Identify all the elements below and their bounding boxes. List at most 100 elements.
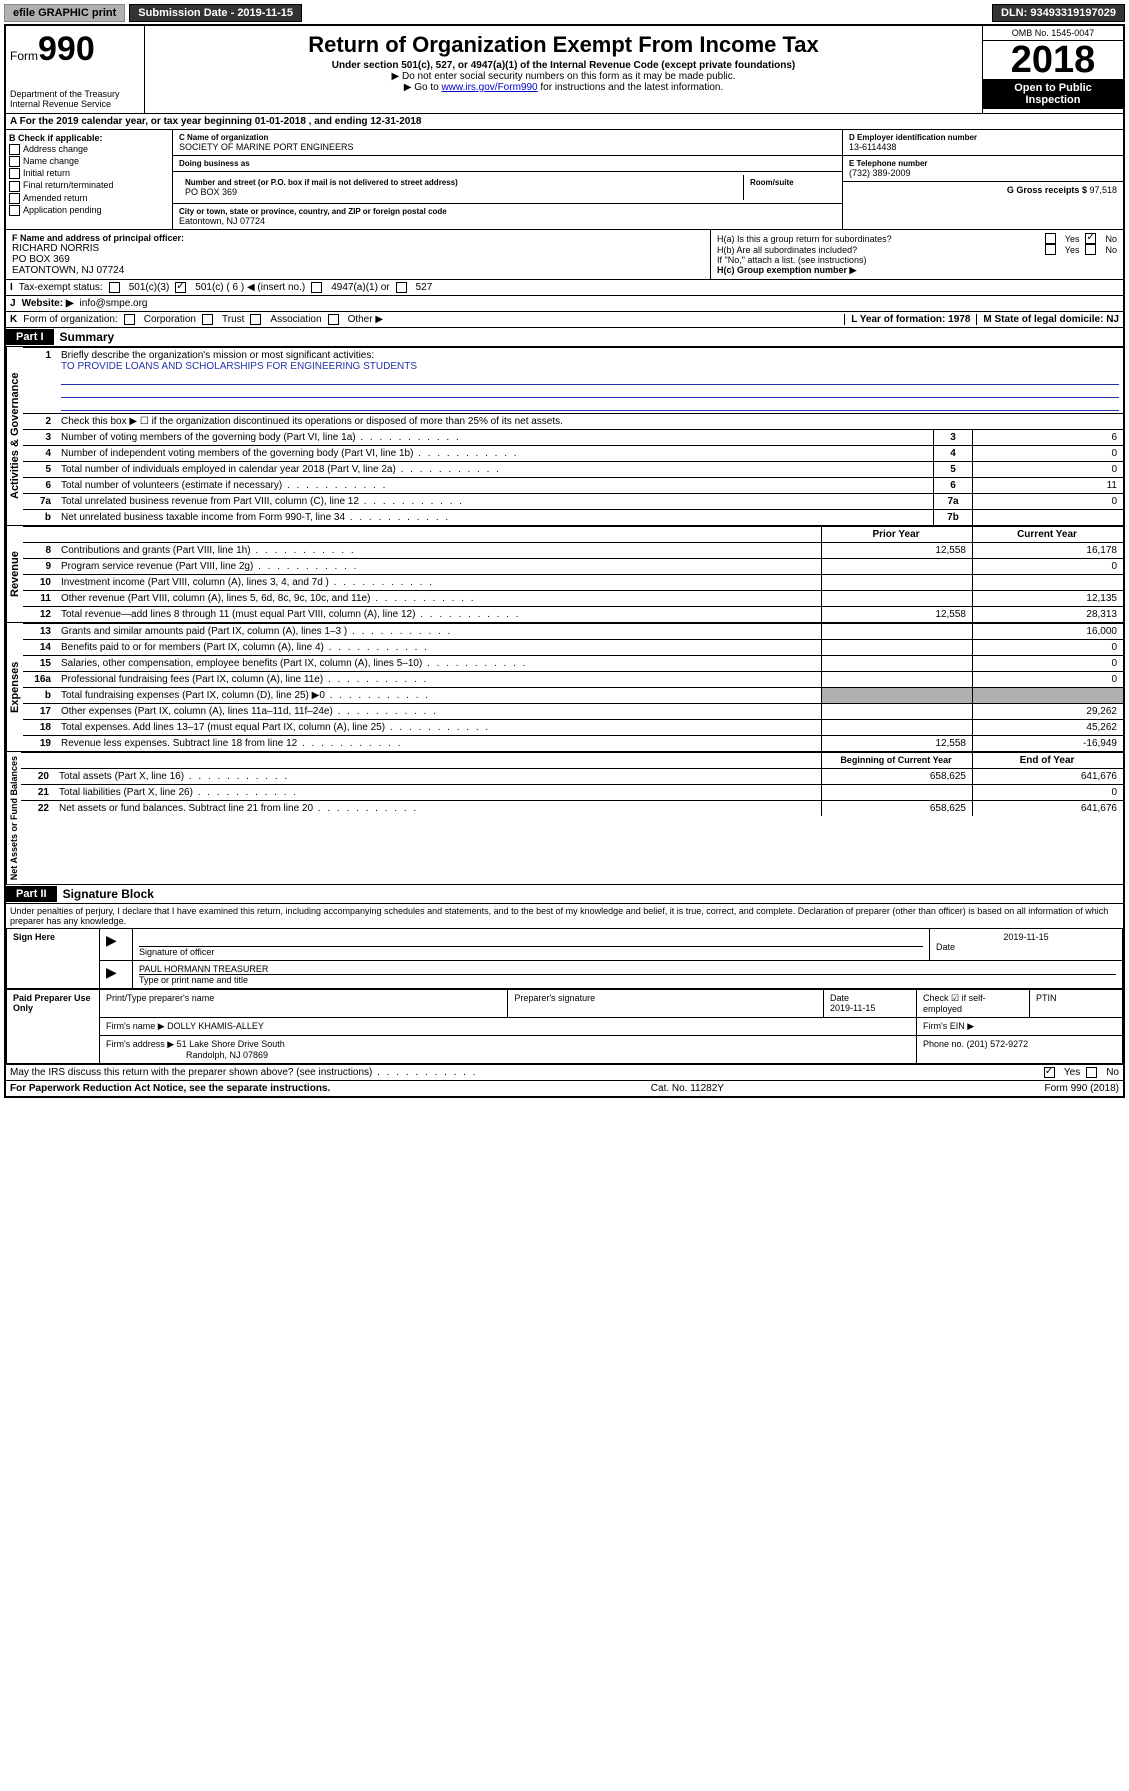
org-city: Eatontown, NJ 07724 (179, 216, 836, 226)
row-text: Number of independent voting members of … (57, 446, 934, 462)
row-val: 11 (973, 478, 1124, 494)
row-prior (822, 720, 973, 736)
row-text: Total fundraising expenses (Part IX, col… (57, 688, 822, 704)
row-box: 4 (934, 446, 973, 462)
irs-label: Internal Revenue Service (10, 99, 140, 109)
irs-link[interactable]: www.irs.gov/Form990 (441, 82, 537, 93)
self-employed: Check ☑ if self-employed (917, 990, 1030, 1018)
row-prior (822, 672, 973, 688)
discuss-yes[interactable] (1044, 1067, 1055, 1078)
ha-yes[interactable] (1045, 233, 1056, 244)
chk-final[interactable]: Final return/terminated (9, 180, 169, 191)
row-current: 0 (973, 785, 1124, 801)
row-num: 18 (23, 720, 57, 736)
room-label: Room/suite (750, 178, 830, 187)
chk-527[interactable] (396, 282, 407, 293)
row-current: 0 (973, 656, 1124, 672)
hb-yes[interactable] (1045, 244, 1056, 255)
row-current: 16,000 (973, 624, 1124, 640)
row-num: 10 (23, 575, 57, 591)
chk-501c3[interactable] (109, 282, 120, 293)
row-val: 0 (973, 446, 1124, 462)
addr-label: Number and street (or P.O. box if mail i… (185, 178, 737, 187)
chk-other[interactable] (328, 314, 339, 325)
row-text: Total unrelated business revenue from Pa… (57, 494, 934, 510)
open-label: Open to Public (986, 82, 1120, 94)
row-text: Other expenses (Part IX, column (A), lin… (57, 704, 822, 720)
row-num: 19 (23, 736, 57, 752)
row-num: 11 (23, 591, 57, 607)
head-end: End of Year (973, 753, 1124, 769)
line-a: A For the 2019 calendar year, or tax yea… (6, 113, 1123, 129)
yes3: Yes (1064, 1067, 1080, 1078)
city-label: City or town, state or province, country… (179, 207, 836, 216)
f-label: F Name and address of principal officer: (12, 233, 704, 243)
sig-officer-label: Signature of officer (139, 947, 923, 957)
row-prior (822, 656, 973, 672)
row-num: 16a (23, 672, 57, 688)
m-state: M State of legal domicile: NJ (976, 314, 1119, 325)
head-begin: Beginning of Current Year (822, 753, 973, 769)
hb-no[interactable] (1085, 244, 1096, 255)
efile-button[interactable]: efile GRAPHIC print (4, 4, 125, 22)
dept-label: Department of the Treasury (10, 89, 140, 99)
row-num: 7a (23, 494, 57, 510)
chk-address[interactable]: Address change (9, 144, 169, 155)
row-text: Total expenses. Add lines 13–17 (must eq… (57, 720, 822, 736)
footer-right: Form 990 (2018) (1045, 1083, 1119, 1094)
inspection-label: Inspection (986, 94, 1120, 106)
chk-name[interactable]: Name change (9, 156, 169, 167)
row-box: 6 (934, 478, 973, 494)
row-num: 17 (23, 704, 57, 720)
chk-amended[interactable]: Amended return (9, 193, 169, 204)
ein: 13-6114438 (849, 142, 1117, 152)
chk-corp[interactable] (124, 314, 135, 325)
row-num: b (23, 510, 57, 526)
ha-no[interactable] (1085, 233, 1096, 244)
no3: No (1106, 1067, 1119, 1078)
row-text: Investment income (Part VIII, column (A)… (57, 575, 822, 591)
row-num: 13 (23, 624, 57, 640)
discuss-no[interactable] (1086, 1067, 1097, 1078)
row-current (973, 688, 1124, 704)
yes-label: Yes (1065, 234, 1080, 244)
chk-trust[interactable] (202, 314, 213, 325)
row-text: Program service revenue (Part VIII, line… (57, 559, 822, 575)
g-label: G Gross receipts $ (1007, 185, 1087, 195)
row-text: Total liabilities (Part X, line 26) (55, 785, 822, 801)
officer-name-title: PAUL HORMANN TREASURER (139, 964, 1116, 975)
chk-assoc[interactable] (250, 314, 261, 325)
row-num: b (23, 688, 57, 704)
opt-trust: Trust (222, 314, 244, 325)
discuss-label: May the IRS discuss this return with the… (10, 1067, 478, 1078)
row-current: -16,949 (973, 736, 1124, 752)
row-num: 3 (23, 430, 57, 446)
note-ssn: ▶ Do not enter social security numbers o… (149, 71, 978, 82)
firm-phone: (201) 572-9272 (967, 1039, 1029, 1049)
sig-date: 2019-11-15 (936, 932, 1116, 942)
chk-pending[interactable]: Application pending (9, 205, 169, 216)
firm-phone-label: Phone no. (923, 1039, 964, 1049)
row-box: 7b (934, 510, 973, 526)
row-text: Total number of volunteers (estimate if … (57, 478, 934, 494)
form-subtitle: Under section 501(c), 527, or 4947(a)(1)… (149, 60, 978, 71)
row-val (973, 510, 1124, 526)
label-revenue: Revenue (6, 526, 23, 622)
ha-label: H(a) Is this a group return for subordin… (717, 234, 1039, 244)
row-current (973, 575, 1124, 591)
chk-501c[interactable] (175, 282, 186, 293)
j-label: J (10, 298, 16, 309)
row-text: Net assets or fund balances. Subtract li… (55, 801, 822, 817)
hb-label: H(b) Are all subordinates included? (717, 245, 1039, 255)
row-current: 641,676 (973, 801, 1124, 817)
chk-4947[interactable] (311, 282, 322, 293)
row-num: 12 (23, 607, 57, 623)
firm-addr-label: Firm's address ▶ (106, 1039, 174, 1049)
row-num: 21 (21, 785, 55, 801)
website-label: Website: ▶ (22, 298, 74, 309)
q2: Check this box ▶ ☐ if the organization d… (57, 414, 1123, 430)
chk-initial[interactable]: Initial return (9, 168, 169, 179)
prep-date-label: Date (830, 993, 849, 1003)
row-text: Salaries, other compensation, employee b… (57, 656, 822, 672)
tax-year: 2018 (983, 41, 1123, 79)
